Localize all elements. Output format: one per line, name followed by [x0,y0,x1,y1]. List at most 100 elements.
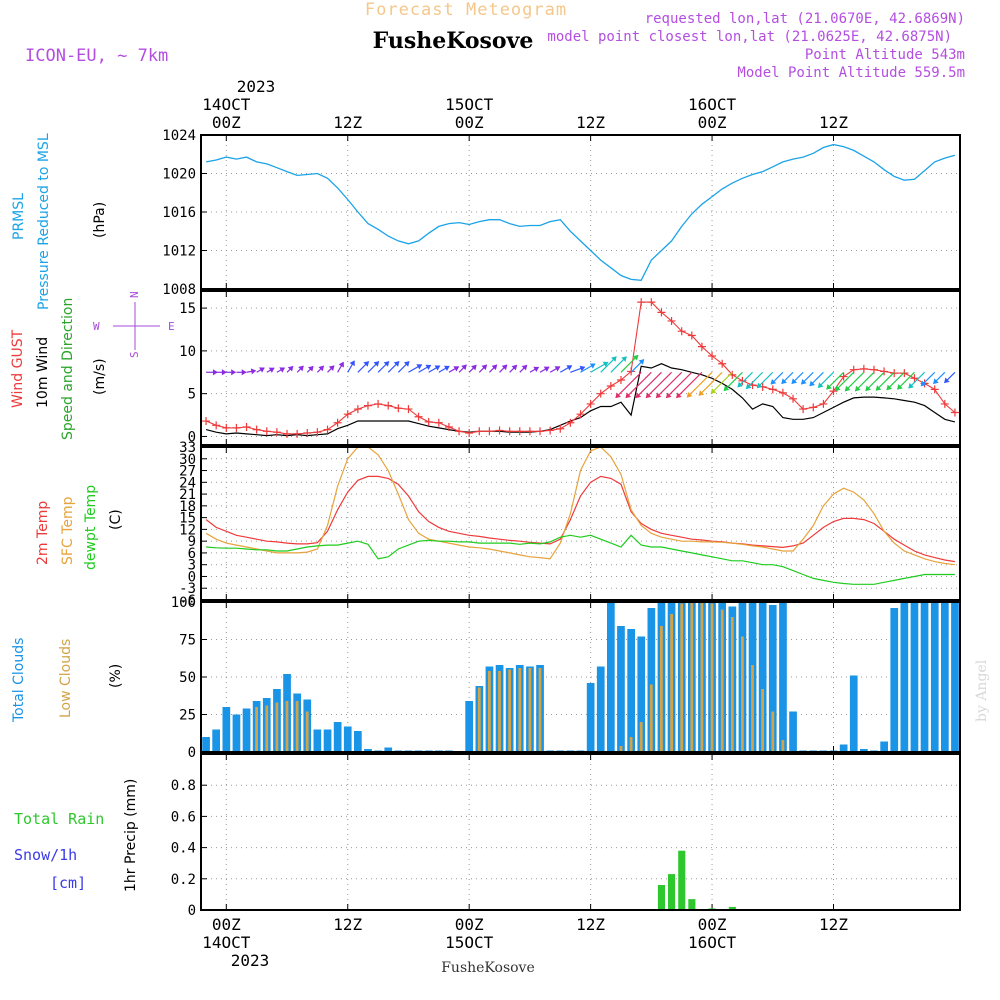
total-cloud-bar [627,629,635,752]
wind-arrow [600,356,617,373]
watermark: by Angel [974,659,990,722]
wind-arrow [635,371,662,399]
gust-point [485,427,494,436]
total-cloud-bar [607,602,615,752]
total-cloud-bar [384,747,393,752]
gust-point [202,417,211,426]
gust-point [505,427,514,436]
rain-label: Total Rain [14,810,104,828]
wind-arrow [944,371,956,384]
gust-point [880,367,889,376]
total-cloud-bar [860,749,868,752]
ytick-label: 3 [188,558,196,574]
wind-arrow [357,361,370,373]
requested-coords: requested lon,lat (21.0670E, 42.6869N) [645,11,965,27]
low-clouds-label: Low Clouds [58,639,74,718]
ytick-label: 75 [179,633,196,649]
sfc-label: SFC Temp [60,496,76,565]
total-cloud-bar [465,701,473,752]
gust-point [910,374,919,383]
wind-arrow [826,371,845,390]
gust-point [738,376,747,385]
wind-arrow [397,361,410,373]
top-date-label: 15OCT [445,95,494,114]
rain-bar [728,906,736,910]
low-cloud-bar [518,668,522,752]
wind-arrow [226,369,237,376]
wind-arrow [327,365,335,373]
precip-labels: Total Rain Snow/1h [cm] 1hr Precip (mm) [14,779,139,892]
total-cloud-bar [779,602,787,752]
wind-arrow [770,371,784,385]
wind-arrow [886,371,905,391]
low-cloud-bar [720,609,724,752]
wind-arrow [286,365,294,373]
ytick-label: 27 [179,464,196,480]
bottom-tick-label: 12Z [819,915,848,934]
gust-point [890,369,899,378]
wind-arrow [499,364,508,373]
gust-point [424,417,433,426]
gust-point [606,381,615,390]
low-cloud-bar [670,614,673,752]
bottom-date-label: 16OCT [688,933,737,952]
wind-arrow [570,365,586,373]
low-cloud-bar [700,602,704,752]
wind-arrow [686,371,713,398]
total-cloud-bar [768,605,777,752]
gust-point [434,418,443,427]
low-cloud-bar [690,602,694,752]
wind-arrow [206,369,218,376]
total-cloud-bar [232,714,241,752]
top-tick-label: 12Z [333,113,362,132]
wind-arrow [458,364,467,373]
gust-point [343,410,352,419]
gust-point [677,327,686,336]
gust-point [697,342,706,351]
low-cloud-bar [741,636,744,752]
wind-arrow [817,371,834,388]
ytick-label: 10 [179,344,196,360]
top-time-axis: 2023 14OCT 15OCT 16OCT 00Z 12Z 00Z 12Z 00Z 12Z [202,77,848,132]
gust-label: Wind GUST [10,329,26,408]
top-tick-label: 12Z [576,113,605,132]
gust-point [394,404,403,413]
total-cloud-bar [333,722,342,752]
gust-point [819,399,828,408]
ytick-label: 0 [188,569,196,585]
gust-point [789,394,798,403]
gust-point [576,410,585,419]
gust-point [556,424,565,433]
wind-arrow [620,354,639,373]
total-cloud-bar [941,602,949,752]
wind-arrow [875,371,895,391]
low-cloud-bar [781,740,785,752]
panel-frame [200,290,961,446]
ytick-label: 50 [179,670,196,686]
wind-arrow [266,367,275,373]
gust-point [353,405,362,414]
gust-point [515,427,524,436]
gust-point [718,359,727,368]
total-cloud-bar [586,683,595,752]
wind-arrow [723,371,743,392]
wind-arrow [698,371,723,396]
ytick-label: 0.8 [171,778,196,794]
rain-bar [678,850,686,910]
wind-arrow [625,371,652,399]
clouds-unit-label: (%) [108,664,124,688]
dew-label: dewpt Temp [83,485,99,570]
temp-unit-label: (C) [108,509,124,530]
wind-arrow [676,371,703,399]
snow-label: Snow/1h [14,846,77,864]
wind-arrow [645,371,673,399]
wind-arrow [418,364,432,373]
pressure-line [205,143,956,281]
wind-arrow [615,371,642,399]
ytick-label: 1008 [162,282,196,298]
low-cloud-bar [508,669,511,752]
gust-point [859,364,868,373]
wind-arrow [791,371,804,385]
bottom-date-label: 15OCT [445,933,494,952]
